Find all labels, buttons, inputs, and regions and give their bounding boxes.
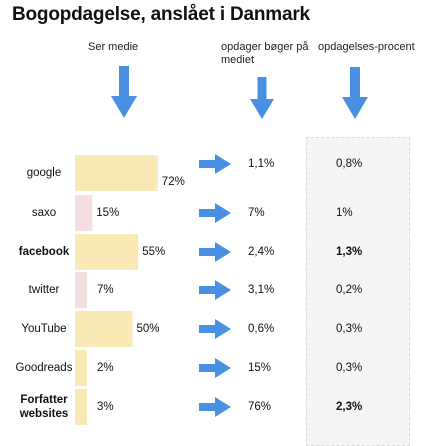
right-arrow-icon bbox=[199, 280, 231, 300]
right-arrow-icon bbox=[199, 203, 231, 223]
bar bbox=[75, 389, 87, 425]
bar-value-label: 72% bbox=[161, 176, 185, 188]
row-label: facebook bbox=[18, 246, 70, 258]
bar-value-label: 2% bbox=[97, 362, 114, 374]
discover-value: 7% bbox=[248, 207, 265, 219]
column-header-discover: opdager bøger på mediet bbox=[221, 41, 309, 66]
bar-value-label: 3% bbox=[97, 401, 114, 413]
bar bbox=[75, 155, 158, 191]
down-arrow-icon bbox=[250, 77, 274, 119]
row-label: YouTube bbox=[21, 323, 67, 335]
discover-value: 0,6% bbox=[248, 323, 275, 335]
rate-value: 1% bbox=[336, 207, 353, 219]
discover-value: 15% bbox=[248, 362, 272, 374]
bar bbox=[75, 272, 87, 308]
chart-title: Bogopdagelse, anslået i Danmark bbox=[12, 4, 310, 25]
column-header-seen: Ser medie bbox=[88, 41, 139, 53]
discover-value: 1,1% bbox=[248, 158, 275, 170]
rate-value: 0,2% bbox=[336, 284, 363, 296]
discover-value: 3,1% bbox=[248, 284, 275, 296]
down-arrow-icon bbox=[342, 67, 368, 119]
bar-value-label: 7% bbox=[97, 284, 114, 296]
rate-value: 1,3% bbox=[336, 246, 363, 258]
bar bbox=[75, 195, 93, 231]
rate-column-panel bbox=[306, 137, 410, 446]
row-label: google bbox=[26, 167, 62, 179]
bar bbox=[75, 311, 133, 347]
bar bbox=[75, 234, 139, 270]
right-arrow-icon bbox=[199, 319, 231, 339]
right-arrow-icon bbox=[199, 397, 231, 417]
rate-value: 0,3% bbox=[336, 323, 363, 335]
right-arrow-icon bbox=[199, 154, 231, 174]
discover-value: 76% bbox=[248, 401, 272, 413]
column-header-rate: opdagelses-procent bbox=[318, 41, 415, 53]
row-label: twitter bbox=[28, 284, 60, 296]
bar bbox=[75, 350, 87, 386]
bar-value-label: 55% bbox=[142, 246, 166, 258]
down-arrow-icon bbox=[111, 66, 137, 118]
row-label: Forfatter websites bbox=[19, 394, 69, 420]
rate-value: 0,3% bbox=[336, 362, 363, 374]
right-arrow-icon bbox=[199, 242, 231, 262]
bar-value-label: 50% bbox=[136, 323, 160, 335]
discover-value: 2,4% bbox=[248, 246, 275, 258]
rate-value: 2,3% bbox=[336, 401, 363, 413]
bar-value-label: 15% bbox=[96, 207, 120, 219]
rate-value: 0,8% bbox=[336, 158, 363, 170]
row-label: saxo bbox=[31, 207, 57, 219]
right-arrow-icon bbox=[199, 358, 231, 378]
row-label: Goodreads bbox=[15, 362, 73, 374]
